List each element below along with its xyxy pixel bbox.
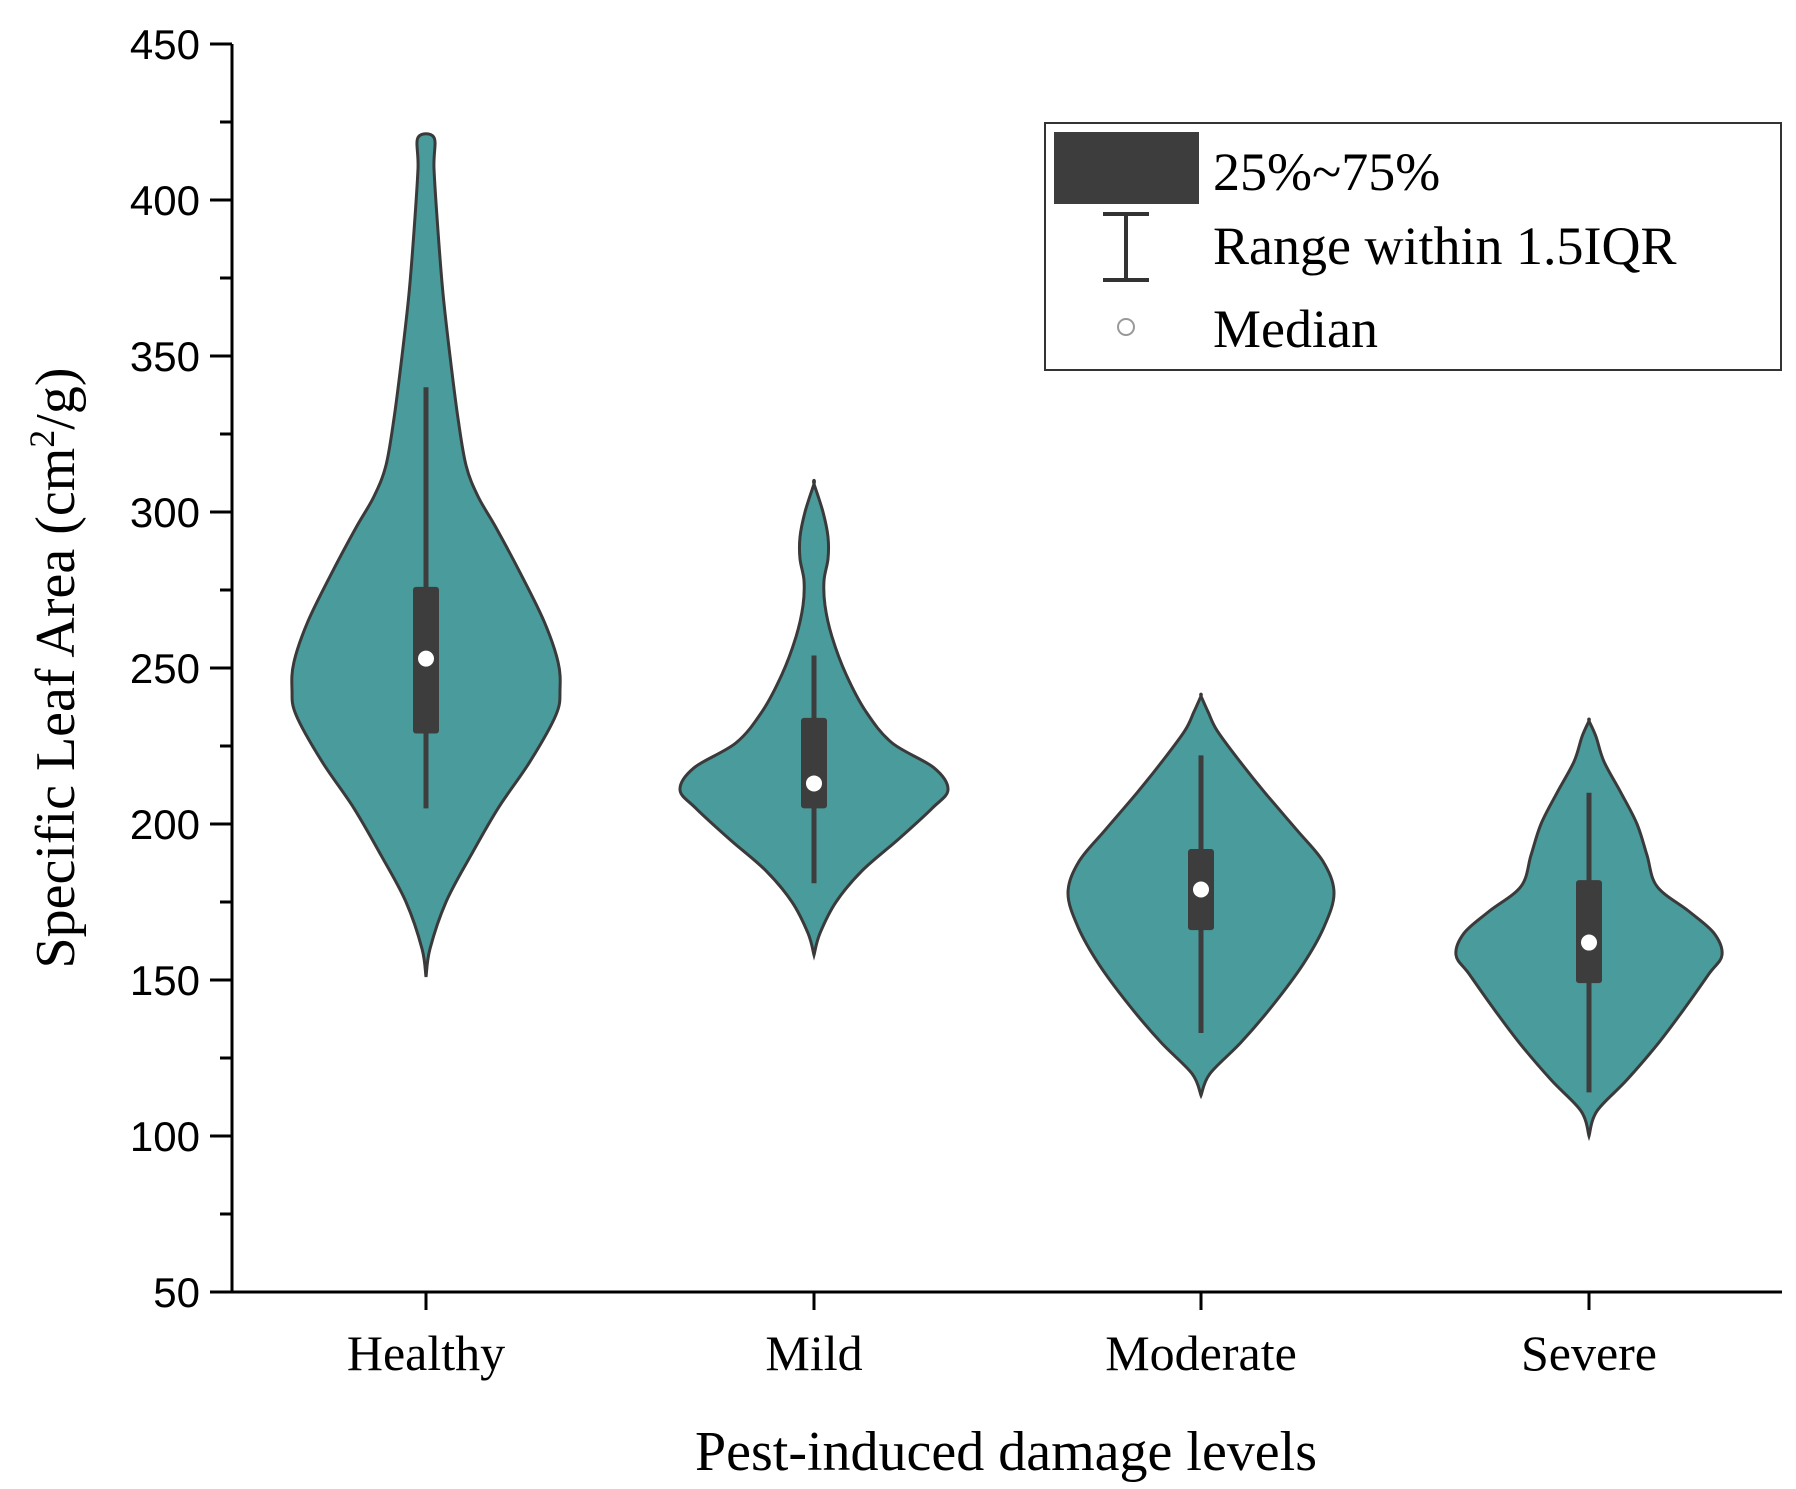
y-tick-label: 150 [130, 957, 200, 1004]
median-severe [1581, 934, 1597, 951]
y-tick-label: 300 [130, 489, 200, 536]
x-ticks: Healthy Mild Moderate Severe [347, 1292, 1657, 1381]
x-tick-label: Mild [765, 1325, 862, 1381]
legend-box-label: 25%~75% [1213, 142, 1440, 202]
y-tick-label: 200 [130, 801, 200, 848]
y-axis-title-sup: 2 [22, 430, 62, 448]
x-axis-title: Pest-induced damage levels [695, 1421, 1317, 1483]
median-healthy [418, 650, 434, 667]
y-tick-label: 350 [130, 333, 200, 380]
y-tick-label: 100 [130, 1113, 200, 1160]
y-axis-title-end: /g) [25, 367, 87, 429]
median-mild [806, 775, 822, 792]
legend-whisker-icon [1103, 212, 1149, 282]
y-ticks: 50 100 150 200 250 300 350 400 450 [130, 21, 232, 1316]
legend-box-swatch [1054, 132, 1199, 204]
iqr-box-severe [1576, 880, 1602, 984]
median-moderate [1193, 881, 1209, 898]
y-tick-label: 450 [130, 21, 200, 68]
x-tick-label: Healthy [347, 1325, 505, 1381]
x-tick-label: Severe [1521, 1325, 1657, 1381]
y-tick-label: 400 [130, 177, 200, 224]
legend-whisker-label: Range within 1.5IQR [1213, 216, 1676, 276]
legend: 25%~75% Range within 1.5IQR Median [1044, 122, 1782, 371]
y-axis-title: Specific Leaf Area (cm2/g) [22, 367, 87, 968]
iqr-box-mild [801, 717, 827, 809]
x-tick-label: Moderate [1105, 1325, 1297, 1381]
violins-layer [290, 132, 1724, 1142]
y-tick-label: 250 [130, 645, 200, 692]
y-tick-label: 50 [153, 1269, 200, 1316]
legend-median-label: Median [1213, 299, 1378, 359]
y-axis-title-main: Specific Leaf Area (cm [25, 448, 87, 969]
legend-median-icon [1117, 318, 1135, 336]
